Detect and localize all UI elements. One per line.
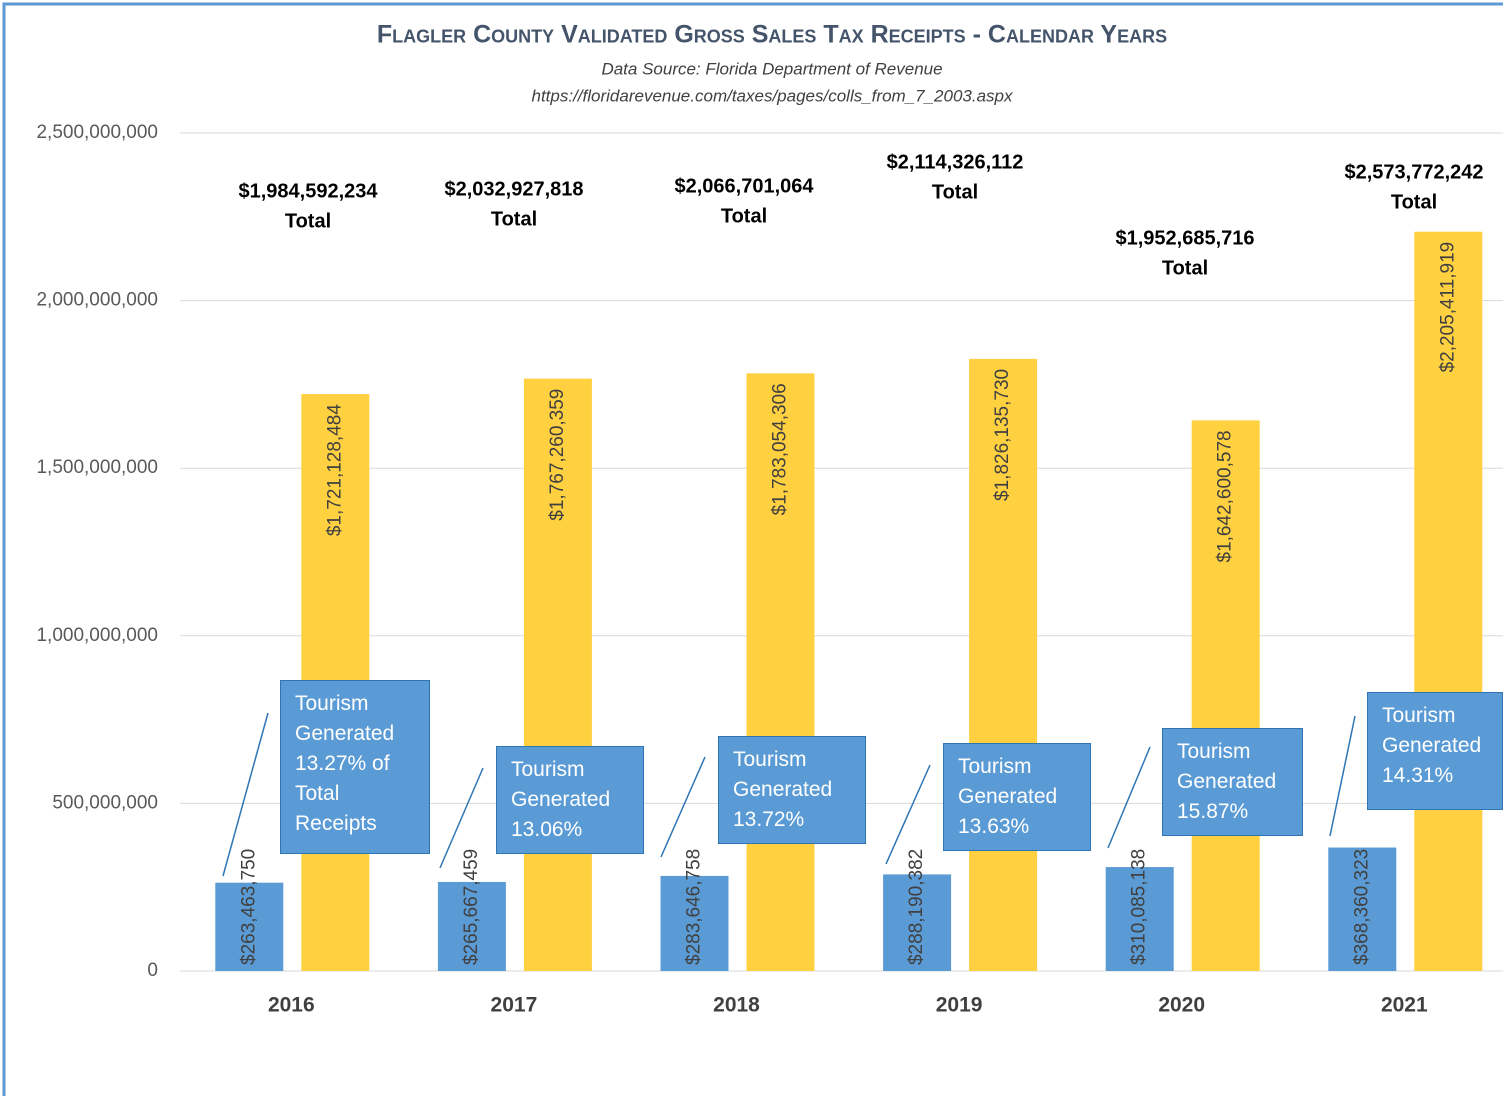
leader-line: [1107, 746, 1151, 849]
data-label: $283,646,758: [684, 849, 705, 965]
data-label: $310,085,138: [1129, 849, 1150, 965]
bar: [437, 881, 506, 971]
bar: [746, 373, 815, 971]
bar: [883, 874, 952, 971]
total-caption: Total: [721, 205, 767, 227]
total-caption: Total: [1162, 257, 1208, 279]
data-label: $265,667,459: [461, 849, 482, 965]
data-label: $2,205,411,919: [1437, 242, 1458, 373]
callout: Tourism Generated 14.31%: [1367, 692, 1503, 810]
total-label: $2,114,326,112: [887, 151, 1024, 173]
leader-line: [439, 767, 484, 869]
total-label: $2,573,772,242: [1344, 161, 1483, 183]
bar: [523, 378, 592, 971]
x-tick-label: 2020: [1158, 994, 1205, 1017]
subtitle: Data Source: Florida Department of Reven…: [601, 59, 942, 78]
bar: [1105, 867, 1174, 971]
x-tick-label: 2021: [1381, 994, 1428, 1017]
x-tick-label: 2016: [268, 994, 315, 1017]
x-tick-label: 2019: [936, 994, 983, 1017]
callout: Tourism Generated 13.63%: [943, 743, 1091, 851]
y-tick-label: 2,500,000,000: [36, 122, 158, 143]
y-tick-label: 0: [147, 960, 158, 981]
total-label: $2,066,701,064: [674, 175, 814, 197]
total-label: $1,984,592,234: [238, 180, 378, 202]
total-label: $1,952,685,716: [1115, 227, 1254, 249]
leader-line: [1329, 715, 1356, 837]
y-tick-label: 500,000,000: [52, 792, 158, 813]
callout: Tourism Generated 13.06%: [496, 746, 644, 854]
y-tick-label: 1,000,000,000: [36, 625, 158, 646]
x-tick-label: 2018: [713, 994, 760, 1017]
chart-title: Flagler County Validated Gross Sales Tax…: [377, 21, 1167, 49]
data-label: $1,783,054,306: [770, 383, 791, 515]
data-label: $1,826,135,730: [992, 369, 1013, 501]
callout: Tourism Generated 13.72%: [718, 736, 866, 844]
leader-line: [885, 764, 931, 865]
callout: Tourism Generated 15.87%: [1162, 728, 1303, 836]
total-caption: Total: [285, 210, 331, 232]
bar: [1191, 420, 1260, 972]
y-tick-label: 2,000,000,000: [36, 290, 158, 311]
leader-line: [660, 756, 706, 858]
data-label: $1,721,128,484: [324, 404, 345, 537]
data-label: $1,767,260,359: [547, 389, 568, 521]
bar: [215, 882, 284, 971]
callout: Tourism Generated 13.27% of Total Receip…: [280, 680, 430, 854]
y-tick-label: 1,500,000,000: [36, 457, 158, 478]
bar: [1328, 847, 1397, 971]
total-label: $2,032,927,818: [444, 178, 583, 200]
source: https://floridarevenue.com/taxes/pages/c…: [532, 86, 1013, 105]
data-label: $263,463,750: [238, 849, 259, 965]
bar: [1414, 231, 1483, 972]
leader-line: [222, 712, 269, 877]
data-label: $368,360,323: [1351, 849, 1372, 965]
total-caption: Total: [1391, 191, 1437, 213]
total-caption: Total: [932, 181, 978, 203]
bar: [969, 358, 1038, 972]
x-tick-label: 2017: [491, 994, 538, 1017]
data-label: $288,190,382: [906, 849, 927, 965]
data-label: $1,642,600,578: [1215, 430, 1236, 562]
bar: [660, 875, 729, 971]
total-caption: Total: [491, 208, 537, 230]
